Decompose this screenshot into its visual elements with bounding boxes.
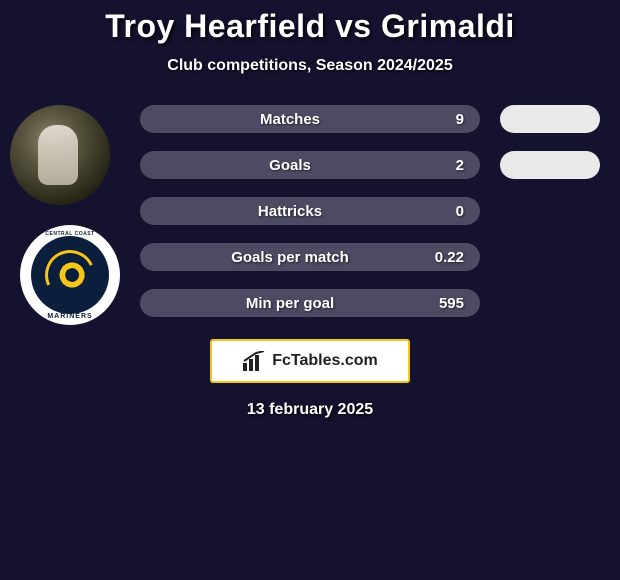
page-title: Troy Hearfield vs Grimaldi (0, 8, 620, 45)
club-logo: CENTRAL COAST MARINERS (20, 225, 120, 325)
stat-row-goals-per-match: Goals per match 0.22 (140, 243, 480, 271)
club-text-bottom: MARINERS (20, 313, 120, 320)
club-logo-inner (31, 236, 109, 314)
subtitle: Club competitions, Season 2024/2025 (0, 57, 620, 75)
brand-text: FcTables.com (272, 352, 378, 370)
stat-label: Min per goal (156, 295, 424, 312)
stat-value: 9 (424, 111, 464, 128)
opponent-stat-oval (500, 151, 600, 179)
stat-label: Goals per match (156, 249, 424, 266)
stat-label: Hattricks (156, 203, 424, 220)
club-swirl-icon (49, 254, 91, 296)
chart-icon (242, 351, 266, 371)
stat-row-hattricks: Hattricks 0 (140, 197, 480, 225)
date-text: 13 february 2025 (0, 401, 620, 419)
content-area: CENTRAL COAST MARINERS Matches 9 Goals 2… (0, 105, 620, 419)
player-avatar (10, 105, 110, 205)
stat-row-goals: Goals 2 (140, 151, 480, 179)
stat-value: 2 (424, 157, 464, 174)
stat-value: 0 (424, 203, 464, 220)
stat-label: Goals (156, 157, 424, 174)
stat-value: 595 (424, 295, 464, 312)
stat-label: Matches (156, 111, 424, 128)
stat-bars: Matches 9 Goals 2 Hattricks 0 Goals per … (140, 105, 620, 317)
comparison-card: Troy Hearfield vs Grimaldi Club competit… (0, 0, 620, 419)
stat-row-matches: Matches 9 (140, 105, 480, 133)
brand-badge: FcTables.com (210, 339, 410, 383)
opponent-stat-oval (500, 105, 600, 133)
stat-row-min-per-goal: Min per goal 595 (140, 289, 480, 317)
stat-value: 0.22 (424, 249, 464, 266)
